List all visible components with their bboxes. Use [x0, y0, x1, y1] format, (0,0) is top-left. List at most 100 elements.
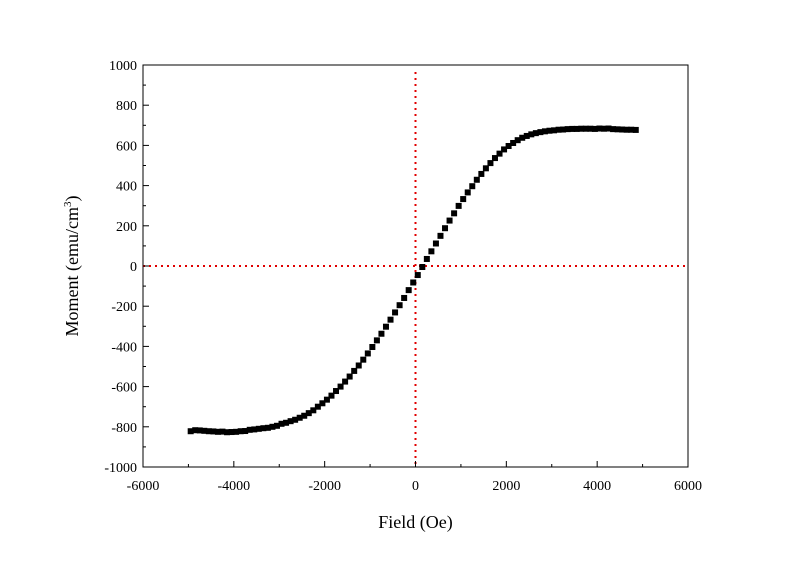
x-tick-label: 6000 [674, 479, 702, 494]
data-point [473, 176, 480, 183]
y-tick-label: 0 [130, 260, 137, 275]
data-point [214, 428, 221, 435]
data-point [364, 350, 371, 357]
data-point [337, 383, 344, 390]
data-point [582, 125, 589, 132]
data-point [369, 344, 376, 351]
data-point [314, 403, 321, 410]
data-point [523, 132, 530, 139]
data-point [378, 330, 385, 337]
y-tick-label: 400 [116, 180, 137, 195]
y-tick-label: -200 [111, 300, 137, 315]
data-point [564, 126, 571, 133]
data-point [264, 424, 271, 431]
y-tick-label: -400 [111, 340, 137, 355]
data-point [360, 356, 367, 363]
data-point [373, 337, 380, 344]
data-point [305, 410, 312, 417]
data-point [382, 323, 389, 330]
data-point [423, 255, 430, 262]
data-point [414, 272, 421, 279]
data-point [614, 126, 621, 133]
data-point [501, 146, 508, 153]
data-point [301, 412, 308, 419]
data-point [532, 130, 539, 137]
y-tick-label: 200 [116, 220, 137, 235]
data-point [478, 170, 485, 177]
data-point [319, 400, 326, 407]
reference-lines [143, 72, 688, 467]
data-point [333, 388, 340, 395]
data-point [351, 367, 358, 374]
data-point [283, 419, 290, 426]
data-point [628, 126, 635, 133]
data-point [541, 128, 548, 135]
data-points [187, 125, 639, 436]
data-point [310, 407, 317, 414]
data-point [464, 189, 471, 196]
data-point [437, 232, 444, 239]
data-point [619, 126, 626, 133]
y-tick-label: -800 [111, 421, 137, 436]
data-point [596, 125, 603, 132]
data-point [419, 264, 426, 271]
data-point [328, 392, 335, 399]
data-point [569, 125, 576, 132]
y-axis-title: Moment (emu/cm3) [62, 196, 83, 337]
x-tick-label: 2000 [492, 479, 520, 494]
x-tick-label: -2000 [308, 479, 341, 494]
data-point [287, 418, 294, 425]
data-point [237, 428, 244, 435]
data-point [255, 425, 262, 432]
data-point [482, 165, 489, 172]
data-point [228, 429, 235, 436]
y-axis-title-superscript: 3 [62, 201, 74, 207]
data-point [260, 425, 267, 432]
data-point [396, 302, 403, 309]
data-point [528, 131, 535, 138]
y-axis-ticks: -1000 -800 -600 -400 -200 0 200 400 600 800 1000 [104, 59, 149, 476]
data-point [219, 428, 226, 435]
data-point [192, 427, 199, 434]
data-point [451, 210, 458, 217]
y-tick-label: 600 [116, 139, 137, 154]
data-point [605, 125, 612, 132]
y-axis-title-suffix: ) [62, 196, 83, 202]
data-point [546, 127, 553, 134]
data-point [487, 160, 494, 167]
data-point [401, 294, 408, 301]
x-tick-label: -4000 [217, 479, 250, 494]
data-point [196, 427, 203, 434]
data-point [537, 129, 544, 136]
data-point [555, 126, 562, 133]
data-point [442, 225, 449, 232]
x-axis-ticks: -6000 -4000 -2000 0 2000 4000 6000 [127, 461, 702, 494]
y-axis-title-main: Moment (emu/cm [62, 207, 83, 336]
data-point [292, 416, 299, 423]
data-point [201, 427, 208, 434]
data-point [273, 422, 280, 429]
data-point [224, 429, 231, 436]
data-point [269, 423, 276, 430]
data-point [251, 426, 258, 433]
data-point [242, 428, 249, 435]
data-point [578, 125, 585, 132]
data-point [428, 248, 435, 255]
data-point [560, 126, 567, 133]
data-point [392, 309, 399, 316]
data-point [355, 362, 362, 369]
data-point [632, 126, 639, 133]
data-point [410, 279, 417, 286]
data-point [210, 428, 217, 435]
y-tick-label: -600 [111, 381, 137, 396]
data-point [496, 150, 503, 157]
data-point [514, 137, 521, 144]
data-point [610, 126, 617, 133]
data-point [491, 155, 498, 162]
data-point [505, 143, 512, 150]
data-point [432, 240, 439, 247]
data-point [623, 126, 630, 133]
data-point [519, 134, 526, 141]
y-tick-label: 800 [116, 99, 137, 114]
